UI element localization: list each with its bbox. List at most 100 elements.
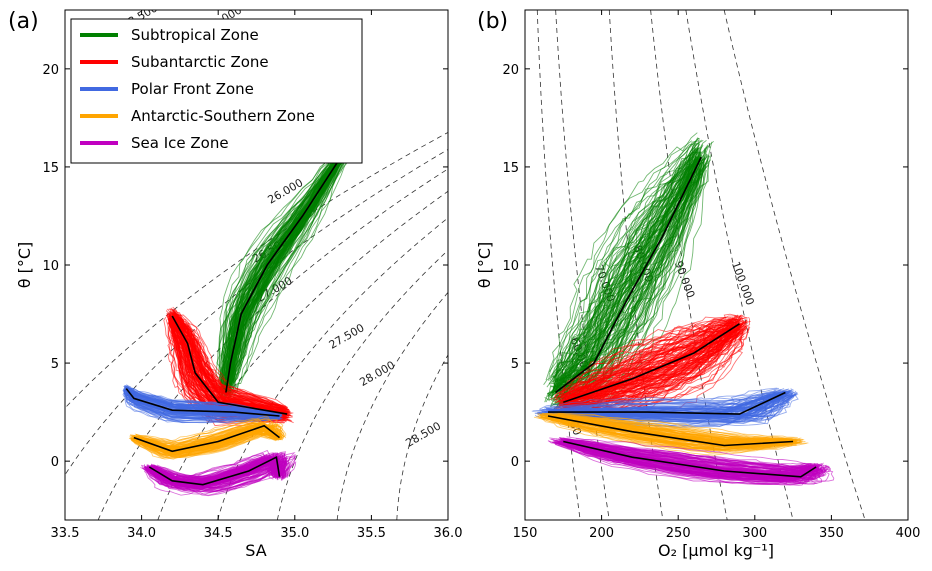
profile-line (564, 442, 819, 481)
profile-line (546, 412, 793, 440)
profile-line (556, 414, 802, 447)
x-tick-label: 200 (589, 526, 614, 541)
profile-line (555, 146, 701, 383)
y-tick-label: 5 (511, 357, 519, 372)
panel-a-xlabel: SA (245, 541, 266, 560)
mean-profile (225, 156, 342, 393)
profile-line (228, 162, 344, 398)
legend: Subtropical Zone Subantarctic Zone Polar… (70, 18, 363, 164)
mean-profile (548, 391, 786, 415)
profile-line (545, 160, 694, 403)
profile-line (128, 388, 282, 417)
profile-line (141, 454, 273, 481)
profile-line (145, 456, 279, 485)
mean-profile (125, 388, 280, 417)
profile-line (562, 440, 814, 477)
profile-line (548, 162, 698, 400)
profile-line (548, 147, 697, 385)
x-tick-label: 35.0 (280, 526, 309, 541)
y-tick-label: 10 (502, 259, 519, 274)
profile-line (123, 389, 278, 419)
profile-line (550, 391, 789, 412)
profile-line (553, 152, 699, 392)
mean-profile (133, 424, 280, 453)
profile-line (536, 416, 786, 446)
profile-line (224, 158, 342, 393)
y-tick-label: 20 (502, 63, 519, 78)
x-tick-label: 300 (742, 526, 767, 541)
profile-line (123, 391, 278, 422)
profile-line (171, 309, 286, 410)
profile-line (557, 412, 802, 440)
legend-label-antarctic-southern: Antarctic-Southern Zone (131, 107, 315, 125)
profile-line (539, 387, 778, 410)
panel-a: 23.50024.00024.50025.00025.50026.00026.5… (8, 9, 462, 560)
y-tick-label: 10 (42, 259, 59, 274)
profile-line (231, 155, 348, 394)
profile-line (547, 389, 791, 410)
profile-line (559, 154, 709, 388)
profile-line (560, 318, 738, 397)
profile-line (126, 387, 281, 416)
profile-line (552, 394, 790, 420)
x-tick-label: 34.0 (127, 526, 156, 541)
profile-line (151, 456, 287, 484)
profile-line (541, 418, 789, 456)
density-contour (65, 131, 448, 409)
mean-profile (547, 415, 794, 447)
profile-line (566, 436, 825, 467)
panel-a-label: (a) (8, 9, 39, 34)
legend-label-subtropical: Subtropical Zone (131, 26, 259, 44)
saturation-contour-label: 100.000 (729, 260, 757, 307)
profile-line (552, 145, 696, 383)
density-contour (65, 149, 448, 476)
mean-profile (148, 455, 281, 486)
profile-line (560, 437, 813, 470)
profile-line (222, 155, 339, 392)
profile-line (548, 390, 786, 411)
x-tick-label: 350 (819, 526, 844, 541)
y-tick-label: 0 (511, 455, 519, 470)
x-tick-label: 250 (666, 526, 691, 541)
profile-line (151, 452, 286, 481)
panel-b-ylabel: θ [°C] (475, 242, 494, 289)
profile-line (135, 417, 282, 444)
profile-line (220, 151, 339, 388)
profile-line (558, 321, 739, 405)
profile-line (545, 416, 791, 449)
profile-line (566, 320, 740, 404)
density-contour (97, 168, 448, 520)
panel-b-ticks: 150 200 250 300 350 400 0 5 10 15 20 (502, 10, 920, 541)
profile-line (133, 427, 280, 453)
mean-profile (555, 156, 702, 394)
profile-line (130, 418, 278, 443)
profile-line (125, 390, 279, 420)
panel-a-ticks: 33.5 34.0 34.5 35.0 35.5 36.0 0 5 10 15 20 (42, 10, 462, 541)
profile-line (226, 158, 343, 397)
profile-line (558, 152, 702, 389)
density-contour-label: 28.500 (403, 419, 443, 450)
profile-line (130, 430, 279, 457)
profile-line (553, 146, 699, 386)
profile-line (572, 439, 826, 474)
x-tick-label: 36.0 (434, 526, 463, 541)
profile-line (563, 440, 818, 475)
x-tick-label: 400 (896, 526, 921, 541)
x-tick-label: 35.5 (357, 526, 386, 541)
panel-b-label: (b) (477, 9, 508, 34)
mean-profile (563, 323, 740, 404)
x-tick-label: 150 (513, 526, 538, 541)
profile-line (152, 457, 287, 486)
y-tick-label: 0 (51, 455, 59, 470)
profile-line (554, 316, 727, 398)
profile-line (176, 313, 291, 413)
profile-line (553, 321, 732, 402)
profile-line (553, 137, 700, 382)
profile-line (175, 315, 290, 414)
profile-line (549, 413, 796, 440)
profile-line (228, 157, 343, 396)
profile-line (564, 319, 745, 400)
